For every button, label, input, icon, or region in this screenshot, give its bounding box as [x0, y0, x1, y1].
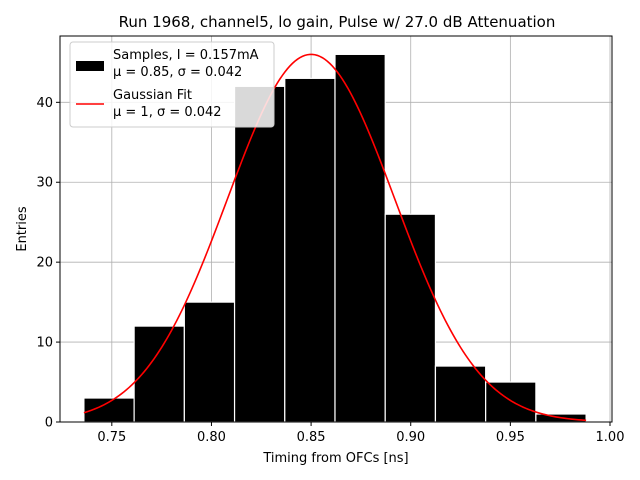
histogram-bar-7 — [434, 365, 487, 423]
x-axis-label: Timing from OFCs [ns] — [262, 451, 408, 466]
y-tick-label-3: 30 — [36, 176, 53, 191]
x-tick-label-2: 0.85 — [297, 430, 326, 445]
legend-samples-line2: μ = 0.85, σ = 0.042 — [113, 65, 242, 80]
x-axis: 0.75 0.80 0.85 0.90 0.95 1.00 — [97, 422, 624, 445]
y-tick-label-2: 20 — [36, 256, 53, 271]
histogram-bar-5 — [334, 53, 386, 423]
legend-fit-line2: μ = 1, σ = 0.042 — [113, 105, 222, 120]
histogram-bar-3 — [233, 85, 286, 423]
histogram-bar-2 — [183, 301, 236, 423]
legend-samples-line1: Samples, I = 0.157mA — [113, 48, 259, 63]
legend-fit-line1: Gaussian Fit — [113, 88, 192, 103]
legend-box — [69, 41, 275, 128]
x-tick-label-5: 1.00 — [596, 430, 625, 445]
x-tick-label-0: 0.75 — [97, 430, 126, 445]
fit-curve-group — [83, 53, 587, 422]
gaussian-fit-line — [83, 53, 587, 422]
histogram-bar-6 — [384, 213, 437, 423]
y-tick-label-0: 0 — [45, 416, 53, 431]
legend-swatch-samples — [76, 61, 104, 71]
chart-title: Run 1968, channel5, lo gain, Pulse w/ 27… — [119, 13, 556, 31]
plot-frame — [59, 35, 613, 423]
histogram-bars — [83, 53, 587, 423]
legend: Samples, I = 0.157mA μ = 0.85, σ = 0.042… — [69, 41, 275, 128]
y-tick-label-4: 40 — [36, 96, 53, 111]
histogram-bar-4 — [284, 77, 336, 423]
y-tick-label-1: 10 — [36, 336, 53, 351]
y-axis-label: Entries — [15, 206, 30, 252]
y-axis: 0 10 20 30 40 — [36, 96, 60, 431]
x-tick-label-4: 0.95 — [496, 430, 525, 445]
x-tick-label-3: 0.90 — [396, 430, 425, 445]
x-tick-label-1: 0.80 — [197, 430, 226, 445]
